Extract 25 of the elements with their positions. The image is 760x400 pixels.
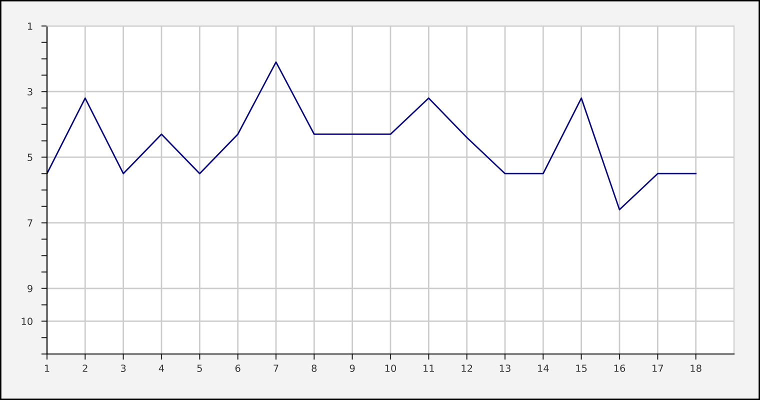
- y-tick-label: 5: [28, 154, 32, 162]
- x-tick-label: 16: [614, 364, 626, 372]
- x-tick-label: 1: [44, 364, 50, 372]
- x-tick-label: 13: [500, 364, 510, 372]
- x-tick-label: 15: [576, 364, 587, 372]
- y-tick-label: 3: [28, 88, 32, 96]
- x-tick-label: 2: [82, 364, 88, 372]
- x-tick-label: 3: [120, 364, 126, 372]
- y-tick-label: 9: [28, 284, 32, 292]
- y-tick-label: 1: [28, 22, 32, 30]
- x-tick-label: 5: [197, 364, 202, 372]
- x-tick-label: 7: [274, 364, 278, 372]
- x-tick-label: 8: [312, 364, 317, 372]
- x-tick-label: 4: [158, 364, 164, 372]
- y-tick-label: 7: [28, 219, 32, 226]
- x-tick-label: 6: [235, 364, 240, 372]
- x-tick-label: 14: [538, 364, 549, 372]
- x-tick-label: 12: [462, 364, 472, 372]
- x-tick-label: 18: [690, 364, 702, 372]
- x-tick-label: 11: [424, 364, 434, 372]
- line-series: [47, 61, 697, 210]
- x-tick-label: 17: [652, 364, 664, 372]
- y-tick-label: 10: [22, 318, 32, 326]
- x-tick-label: 9: [350, 364, 355, 372]
- x-tick-label: 10: [385, 364, 396, 372]
